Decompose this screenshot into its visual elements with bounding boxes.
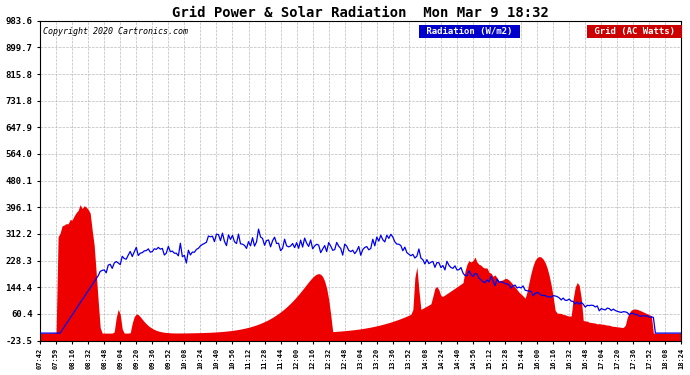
Title: Grid Power & Solar Radiation  Mon Mar 9 18:32: Grid Power & Solar Radiation Mon Mar 9 1… <box>172 6 549 20</box>
Text: Radiation (W/m2): Radiation (W/m2) <box>421 27 518 36</box>
Text: Copyright 2020 Cartronics.com: Copyright 2020 Cartronics.com <box>43 27 188 36</box>
Text: Grid (AC Watts): Grid (AC Watts) <box>589 27 680 36</box>
